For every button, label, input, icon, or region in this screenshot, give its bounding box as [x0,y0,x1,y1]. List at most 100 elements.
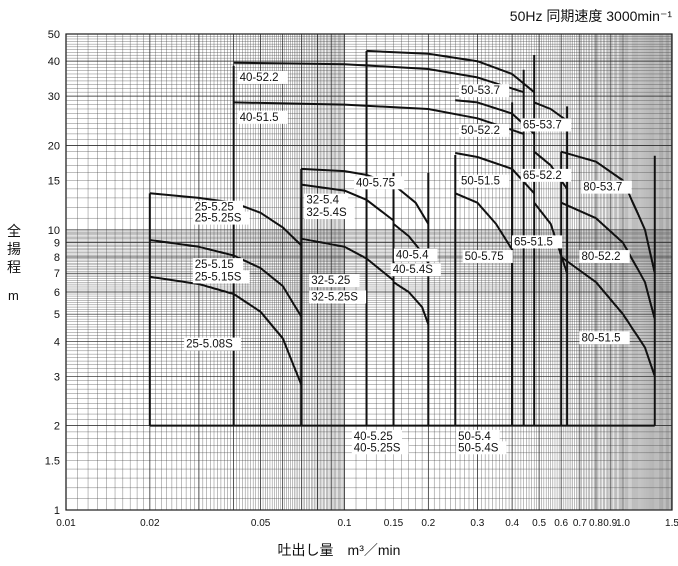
label-bg [520,118,572,132]
x-tick-label: 0.01 [56,518,76,529]
label-bg [237,110,288,124]
curve-40-52.2 [233,61,525,94]
curve-label: 25-5.15S [195,271,242,283]
y-tick-label: 50 [48,29,60,41]
curve-80-51.5 [560,256,656,377]
x-tick-label: 0.2 [421,518,435,529]
curve-label: 40-51.5 [240,112,279,124]
curve-80-52.2 [560,201,656,320]
y-tick-label: 8 [54,252,60,264]
x-tick-label: 0.5 [532,518,546,529]
curve-40-5.25 [392,281,430,325]
label-bg [351,429,402,443]
curve-label: 80-53.7 [583,182,622,194]
curve-label: 65-51.5 [514,236,553,248]
curve-label: 32-5.25S [311,291,358,303]
label-bg [192,270,250,284]
curve-25-5.25 [149,192,302,247]
y-tick-label: 9 [54,238,60,250]
curve-65-53.7 [533,101,568,122]
y-tick-label: 2 [54,421,60,433]
curve-label: 32-5.25 [311,275,350,287]
label-bg [354,176,405,190]
y-tick-label: 1 [54,505,60,517]
x-tick-label: 0.8 [589,518,603,529]
curve-label: 32-5.4S [306,207,347,219]
chart-title: 50Hz 同期速度 3000min⁻¹ [509,8,672,24]
region-boundary [511,102,569,426]
x-tick-label: 0.1 [338,518,352,529]
curve-32-5.25 [301,237,395,282]
x-tick-label: 1.0 [616,518,630,529]
curve-label: 50-52.2 [461,125,500,137]
curve-label: 50-53.7 [461,85,500,97]
curve-label: 50-51.5 [461,176,500,188]
curve-label: 40-5.75 [356,177,395,189]
label-bg [579,331,630,345]
label-bg [192,211,250,225]
label-bg [237,70,288,84]
x-tick-label: 0.15 [384,518,404,529]
curve-label: 65-53.7 [523,119,562,131]
y-tick-label: 20 [48,140,60,152]
curve-label: 32-5.4 [306,195,339,207]
curve-label: 65-52.2 [523,170,562,182]
label-bg [456,429,500,443]
y-tick-label: 1.5 [45,456,60,468]
label-bg [309,290,367,304]
curve-label: 40-52.2 [240,72,279,84]
label-bg [579,250,630,264]
curve-label: 25-5.25S [195,213,242,225]
y-axis-unit: m [8,288,19,303]
curve-40-51.5 [233,101,525,135]
curve-32-5.4 [301,183,395,222]
x-tick-label: 0.6 [554,518,568,529]
label-bg [458,123,510,137]
y-tick-label: 10 [48,225,60,237]
y-tick-label: 7 [54,268,60,280]
x-tick-label: 1.5 [665,518,678,529]
curve-label: 50-5.4S [458,442,499,454]
label-bg [511,235,563,249]
x-axis-label: 吐出し量 m³／min [277,542,401,558]
label-bg [304,193,349,207]
label-bg [184,337,241,351]
label-bg [581,180,632,194]
curve-label: 25-5.25 [195,202,234,214]
label-bg [456,441,507,455]
x-tick-label: 0.7 [573,518,587,529]
curve-50-53.7 [366,49,535,93]
y-tick-label: 15 [48,175,60,187]
label-bg [192,258,243,272]
label-bg [458,84,510,98]
label-bg [390,263,441,277]
curve-label: 40-5.4 [396,250,429,262]
curve-label: 25-5.15 [195,259,234,271]
curve-label: 40-5.25S [354,442,401,454]
curve-25-5.15 [149,239,303,318]
region-boundary [560,151,656,426]
label-bg [458,174,510,188]
label-bg [462,250,513,264]
y-axis-label: 全揚程 [7,223,21,275]
y-tick-label: 30 [48,91,60,103]
curve-label: 40-5.25 [354,431,393,443]
label-bg [351,441,409,455]
x-tick-label: 0.4 [505,518,519,529]
curve-label: 80-51.5 [582,332,621,344]
y-tick-label: 5 [54,309,60,321]
x-tick-label: 0.05 [251,518,271,529]
label-bg [309,274,360,288]
label-bg [304,206,355,220]
curve-label: 80-52.2 [582,251,621,263]
curve-80-53.7 [560,150,656,274]
x-tick-label: 0.02 [140,518,160,529]
y-tick-label: 3 [54,371,60,383]
curve-label: 50-5.75 [465,251,504,263]
curve-50-5.75 [454,192,513,251]
curve-label: 25-5.08S [186,339,233,351]
curve-label: 50-5.4 [458,431,491,443]
curve-label: 40-5.4S [393,264,434,276]
label-bg [520,168,572,182]
